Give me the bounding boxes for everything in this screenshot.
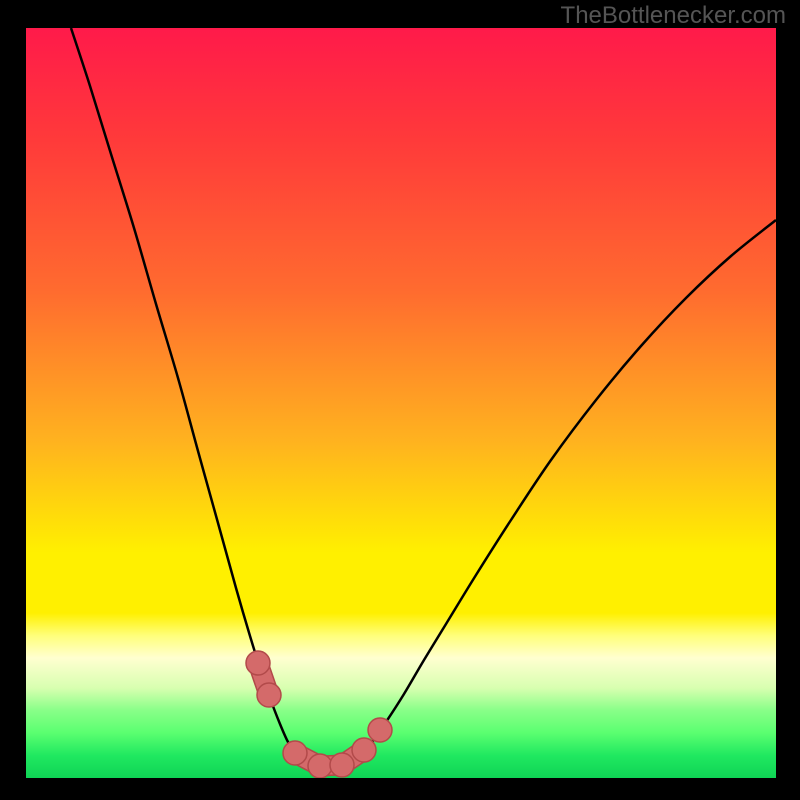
marker-point xyxy=(308,754,332,778)
marker-point xyxy=(283,741,307,765)
bottleneck-curve xyxy=(71,28,776,766)
marker-point xyxy=(257,683,281,707)
curve-layer xyxy=(26,28,776,778)
marker-point xyxy=(368,718,392,742)
chart-canvas: TheBottlenecker.com xyxy=(0,0,800,800)
marker-point xyxy=(352,738,376,762)
marker-point xyxy=(246,651,270,675)
watermark-text: TheBottlenecker.com xyxy=(561,4,786,28)
marker-point xyxy=(330,753,354,777)
plot-area xyxy=(26,28,776,778)
